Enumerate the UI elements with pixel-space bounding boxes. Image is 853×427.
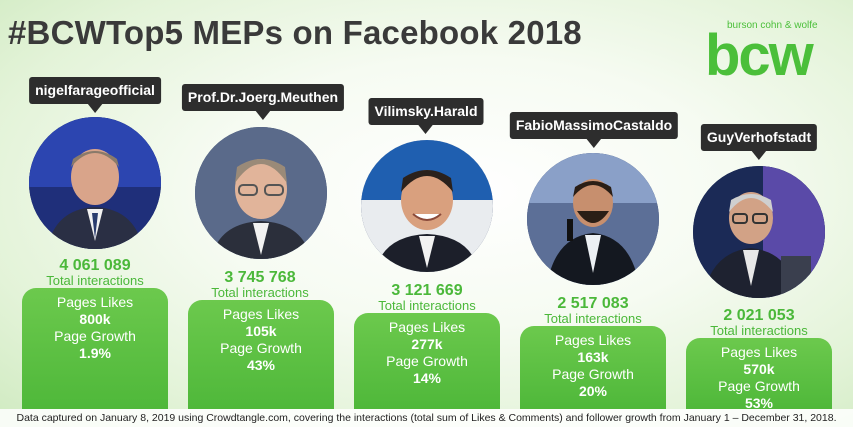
mep-photo: [195, 127, 327, 259]
pages-likes-label: Pages Likes: [388, 319, 466, 335]
total-interactions-label: Total interactions: [211, 285, 309, 300]
total-interactions-label: Total interactions: [544, 311, 642, 326]
total-interactions-label: Total interactions: [46, 273, 144, 288]
logo-tagline: burson cohn & wolfe: [727, 20, 818, 31]
page-stats-box: Pages Likes 800k Page Growth 1.9%: [22, 288, 168, 409]
pages-likes-label: Pages Likes: [222, 306, 300, 322]
total-interactions-label: Total interactions: [710, 323, 808, 338]
pages-likes-value: 277k: [411, 336, 443, 352]
mep-photo: [361, 140, 493, 272]
mep-name-label: FabioMassimoCastaldo: [509, 112, 679, 148]
logo-wordmark: bcw: [705, 23, 814, 88]
pages-likes-value: 800k: [79, 311, 111, 327]
total-interactions-value: 2 517 083: [557, 295, 629, 312]
page-stats-box: Pages Likes 163k Page Growth 20%: [520, 326, 666, 409]
total-interactions-value: 4 061 089: [59, 257, 131, 274]
pages-likes-label: Pages Likes: [56, 294, 134, 310]
total-interactions-label: Total interactions: [378, 298, 476, 313]
page-stats-box: Pages Likes 277k Page Growth 14%: [354, 313, 500, 409]
page-growth-label: Page Growth: [718, 378, 800, 394]
total-interactions-value: 2 021 053: [723, 307, 795, 324]
pages-likes-value: 570k: [743, 361, 775, 377]
page-growth-value: 1.9%: [79, 345, 111, 361]
mep-photo: [527, 153, 659, 285]
total-interactions-value: 3 745 768: [224, 269, 296, 286]
footer-note: Data captured on January 8, 2019 using C…: [0, 409, 853, 427]
page-stats-box: Pages Likes 105k Page Growth 43%: [188, 300, 334, 409]
page-stats-box: Pages Likes 570k Page Growth 53%: [686, 338, 832, 411]
pages-likes-label: Pages Likes: [554, 332, 632, 348]
mep-photo: [693, 166, 825, 298]
page-growth-label: Page Growth: [552, 366, 634, 382]
page-growth-value: 53%: [744, 395, 774, 411]
page-growth-value: 43%: [246, 357, 276, 373]
mep-photo: [29, 117, 161, 249]
mep-name-label: nigelfarageofficial: [29, 77, 161, 113]
pages-likes-label: Pages Likes: [720, 344, 798, 360]
total-interactions-value: 3 121 669: [391, 282, 463, 299]
page-growth-value: 20%: [578, 383, 608, 399]
mep-name-label: Prof.Dr.Joerg.Meuthen: [181, 84, 345, 120]
page-growth-label: Page Growth: [386, 353, 468, 369]
page-title: #BCWTop5 MEPs on Facebook 2018: [8, 14, 582, 51]
page-growth-label: Page Growth: [54, 328, 136, 344]
page-growth-label: Page Growth: [220, 340, 302, 356]
mep-name-label: Vilimsky.Harald: [368, 98, 484, 134]
mep-name-label: GuyVerhofstadt: [700, 124, 818, 160]
pages-likes-value: 105k: [245, 323, 277, 339]
pages-likes-value: 163k: [577, 349, 609, 365]
bcw-logo: burson cohn & wolfe bcw: [705, 18, 835, 88]
page-growth-value: 14%: [412, 370, 442, 386]
